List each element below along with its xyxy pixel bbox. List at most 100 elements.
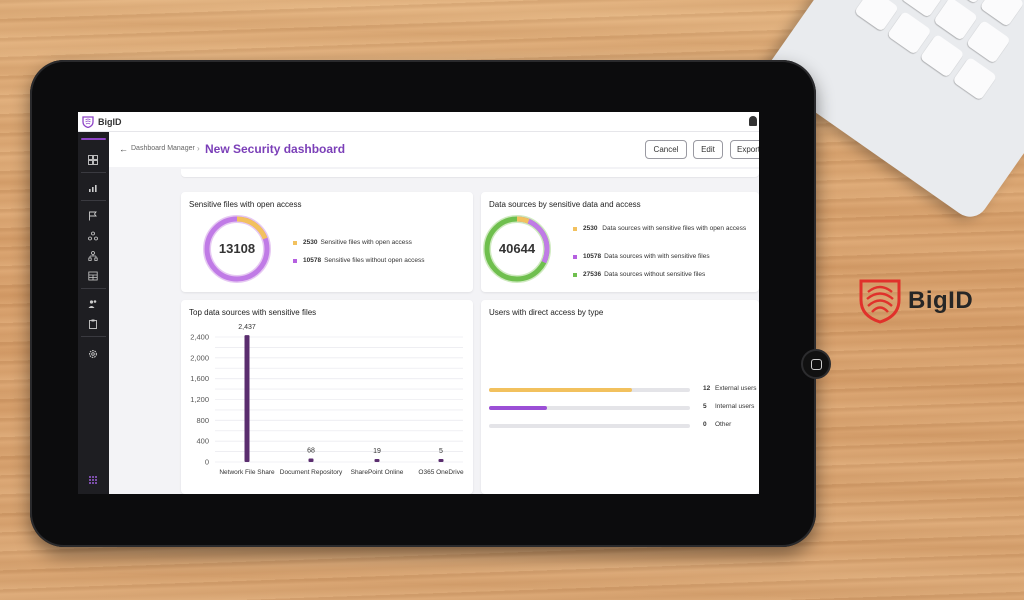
keyboard-key: [965, 19, 1011, 64]
donut-total: 40644: [498, 241, 536, 256]
settings-icon[interactable]: [87, 348, 99, 360]
y-tick-label: 1,600: [190, 374, 209, 383]
home-button[interactable]: [801, 349, 831, 379]
x-tick-label: Document Repository: [280, 469, 343, 476]
apps-grid-icon[interactable]: [87, 474, 99, 486]
progress-value: 0: [703, 421, 707, 428]
widget-title: Users with direct access by type: [489, 308, 604, 317]
bigid-fingerprint-shield-icon: [859, 279, 901, 324]
users-access-widget: Users with direct access by type 12 Exter…: [481, 300, 759, 494]
clipboard-icon[interactable]: [87, 318, 99, 330]
progress-label: Internal users: [715, 403, 755, 410]
hierarchy-icon[interactable]: [87, 250, 99, 262]
bar-data-label: 68: [307, 447, 315, 454]
top-data-sources-widget: Top data sources with sensitive files 0 4…: [181, 300, 473, 494]
donut-segment-open-access[interactable]: [484, 216, 550, 282]
legend-swatch: [293, 259, 297, 263]
bigid-brand-logo: BigID: [858, 278, 973, 324]
notification-bell-icon[interactable]: [749, 116, 757, 126]
dashboard-content: Sensitive files with open access 13108 2…: [118, 167, 759, 494]
nav-separator: [81, 200, 106, 201]
breadcrumb[interactable]: Dashboard Manager: [131, 145, 195, 152]
x-tick-label: SharePoint Online: [351, 469, 404, 476]
y-tick-label: 1,200: [190, 395, 209, 404]
progress-track: [489, 388, 690, 392]
legend-value: 2530: [303, 239, 318, 246]
nav-active-indicator: [81, 138, 106, 140]
legend-swatch: [293, 241, 297, 245]
progress-value: 5: [703, 403, 707, 410]
legend-swatch: [573, 255, 577, 259]
users-icon[interactable]: [87, 298, 99, 310]
bar[interactable]: [438, 459, 444, 462]
breadcrumb-chevron-icon: ›: [197, 144, 200, 153]
legend-swatch: [573, 227, 577, 231]
legend-label: Sensitive files with open access: [320, 239, 412, 246]
progress-value: 12: [703, 385, 711, 392]
bar-data-label: 2,437: [238, 324, 256, 331]
legend-item: 27536 Data sources without sensitive fil…: [573, 270, 705, 280]
tablet-screen: BigID: [78, 112, 759, 494]
y-tick-label: 400: [196, 437, 209, 446]
bar-chart: 0 400 800 1,200 1,600 2,000 2,400 2,437 Network …: [190, 324, 464, 476]
legend-label: Data sources with sensitive files with o…: [602, 225, 747, 232]
edit-button[interactable]: Edit: [693, 140, 723, 159]
legend-value: 2530: [583, 225, 598, 232]
donut-total: 13108: [218, 241, 256, 256]
previous-widget-edge: [181, 169, 759, 177]
sitemap-icon[interactable]: [87, 230, 99, 242]
bar[interactable]: [244, 335, 250, 462]
data-sources-donut-chart: [483, 215, 551, 283]
legend-label: Data sources with with sensitive files: [604, 253, 710, 260]
flag-icon[interactable]: [87, 210, 99, 222]
legend-swatch: [573, 273, 577, 277]
progress-fill: [489, 406, 548, 410]
widget-title: Data sources by sensitive data and acces…: [489, 200, 641, 209]
nav-separator: [81, 172, 106, 173]
y-tick-label: 2,000: [190, 353, 209, 362]
analytics-icon[interactable]: [87, 182, 99, 194]
export-button[interactable]: Export: [730, 140, 759, 159]
page-title: New Security dashboard: [205, 142, 346, 156]
legend-label: Data sources without sensitive files: [604, 271, 706, 278]
sensitive-files-donut-chart: [203, 215, 271, 283]
progress-fill: [489, 388, 632, 392]
keyboard-key: [952, 56, 998, 101]
bar[interactable]: [374, 459, 380, 462]
widget-title: Sensitive files with open access: [189, 200, 302, 209]
home-square-icon: [810, 358, 822, 370]
chart-title: Top data sources with sensitive files: [189, 308, 317, 317]
progress-label: External users: [715, 385, 757, 392]
page-header: ← Dashboard Manager › New Security dashb…: [109, 132, 759, 167]
side-navigation: [78, 132, 109, 494]
legend-label: Sensitive files without open access: [324, 257, 425, 264]
arrow-left-icon[interactable]: ←: [119, 144, 128, 154]
cancel-button[interactable]: Cancel: [645, 140, 687, 159]
legend-value: 10578: [303, 257, 322, 264]
donut-segment-open-access[interactable]: [204, 216, 270, 282]
app-topbar: BigID: [78, 112, 759, 132]
progress-track: [489, 406, 690, 410]
bar-data-label: 5: [439, 448, 443, 455]
y-tick-label: 800: [196, 416, 209, 425]
bar-data-label: 19: [373, 448, 381, 455]
bigid-logo-icon: [82, 115, 94, 128]
app-brand-name: BigID: [98, 116, 122, 127]
legend-value: 10578: [583, 253, 602, 260]
nav-separator: [81, 288, 106, 289]
data-sources-widget: Data sources by sensitive data and acces…: [481, 192, 759, 292]
legend-item: 2530 Sensitive files with open access: [293, 238, 412, 248]
nav-separator: [81, 336, 106, 337]
dashboard-icon[interactable]: [87, 154, 99, 166]
sensitive-files-widget: Sensitive files with open access 13108 2…: [181, 192, 473, 292]
y-tick-label: 0: [205, 458, 209, 467]
data-catalog-icon[interactable]: [87, 270, 99, 282]
x-tick-label: O365 OneDrive: [418, 469, 464, 476]
legend-item: 10578 Sensitive files without open acces…: [293, 256, 425, 266]
legend-value: 27536: [583, 271, 602, 278]
legend-item: 10578 Data sources with with sensitive f…: [573, 252, 710, 262]
progress-label: Other: [715, 421, 732, 428]
y-tick-label: 2,400: [190, 333, 209, 342]
progress-track: [489, 424, 690, 428]
bar[interactable]: [308, 458, 314, 462]
